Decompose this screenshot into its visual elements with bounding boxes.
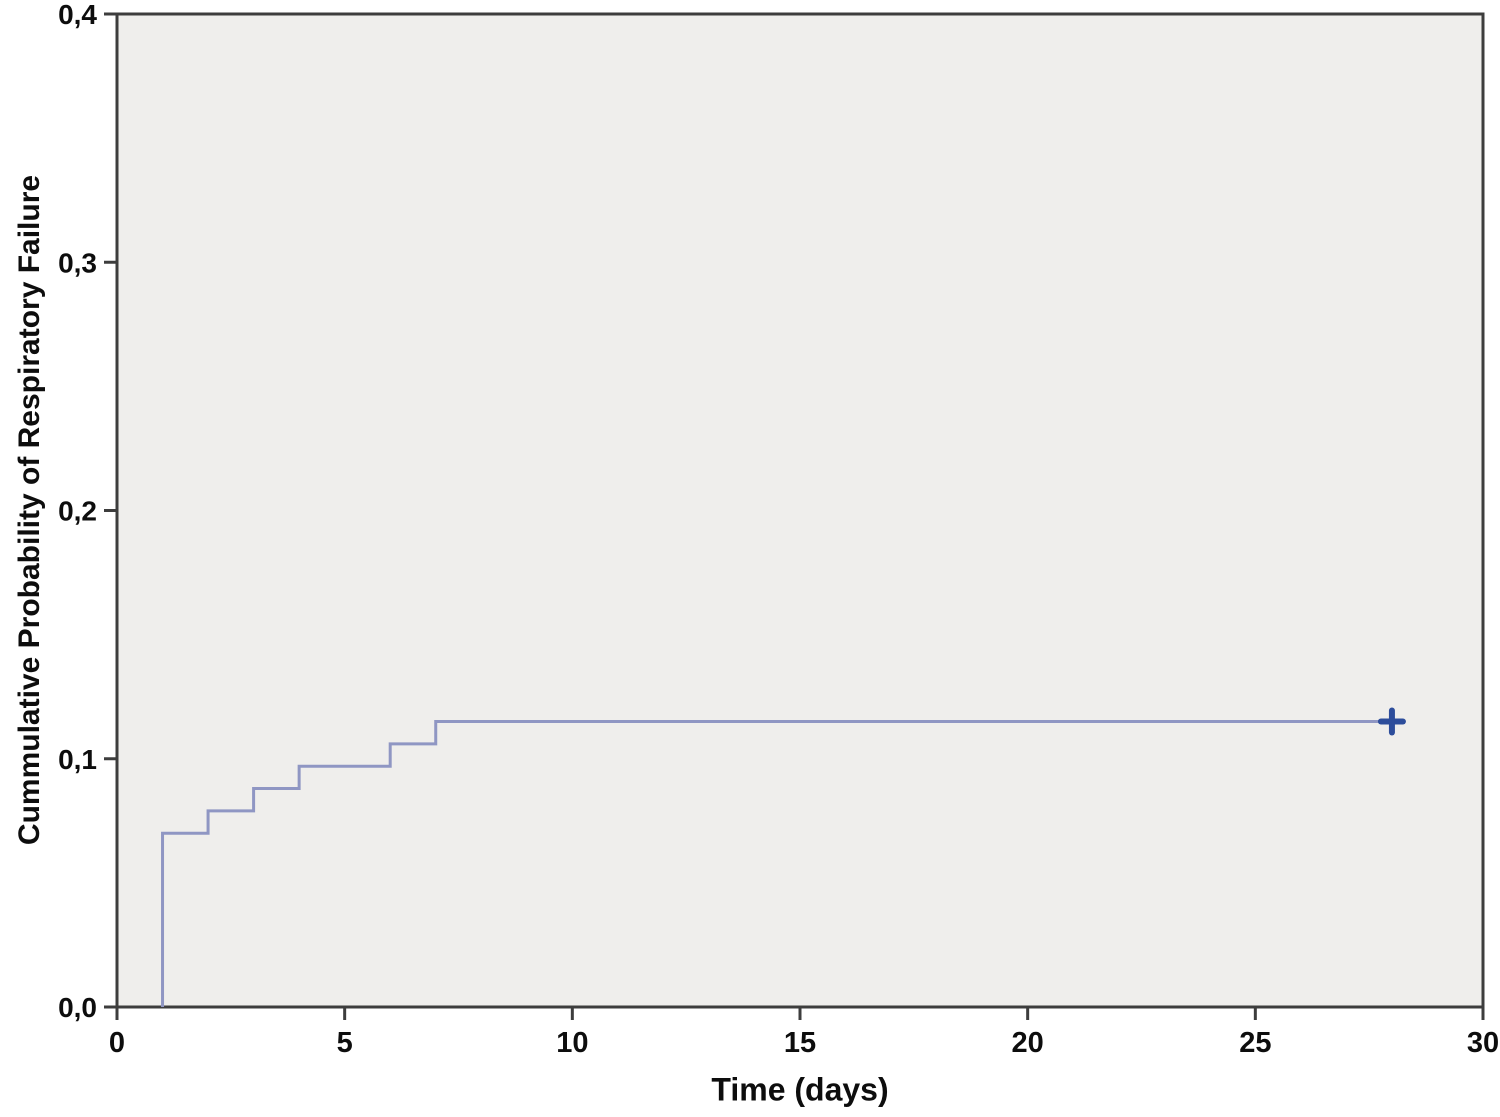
x-axis-tick-label: 10 bbox=[556, 1027, 588, 1059]
survival-step-line bbox=[161, 720, 1392, 1007]
x-axis-tick-label: 0 bbox=[109, 1027, 125, 1059]
x-axis-tick-label: 15 bbox=[784, 1027, 816, 1059]
x-axis-tick-label: 5 bbox=[337, 1027, 353, 1059]
y-axis-tick-label: 0,0 bbox=[58, 992, 97, 1023]
plot-background bbox=[115, 12, 1485, 1009]
y-axis-tick-label: 0,4 bbox=[58, 0, 97, 30]
y-axis-tick-label: 0,3 bbox=[58, 247, 97, 278]
x-axis-tick-label: 20 bbox=[1012, 1027, 1044, 1059]
x-axis-title: Time (days) bbox=[711, 1071, 889, 1108]
y-axis-tick-label: 0,2 bbox=[58, 496, 97, 527]
y-axis-title: Cummulative Probability of Respiratory F… bbox=[13, 174, 46, 846]
x-axis-tick-label: 25 bbox=[1239, 1027, 1271, 1059]
x-axis-tick-label: 30 bbox=[1467, 1027, 1499, 1059]
y-axis-tick-label: 0,1 bbox=[58, 744, 97, 775]
